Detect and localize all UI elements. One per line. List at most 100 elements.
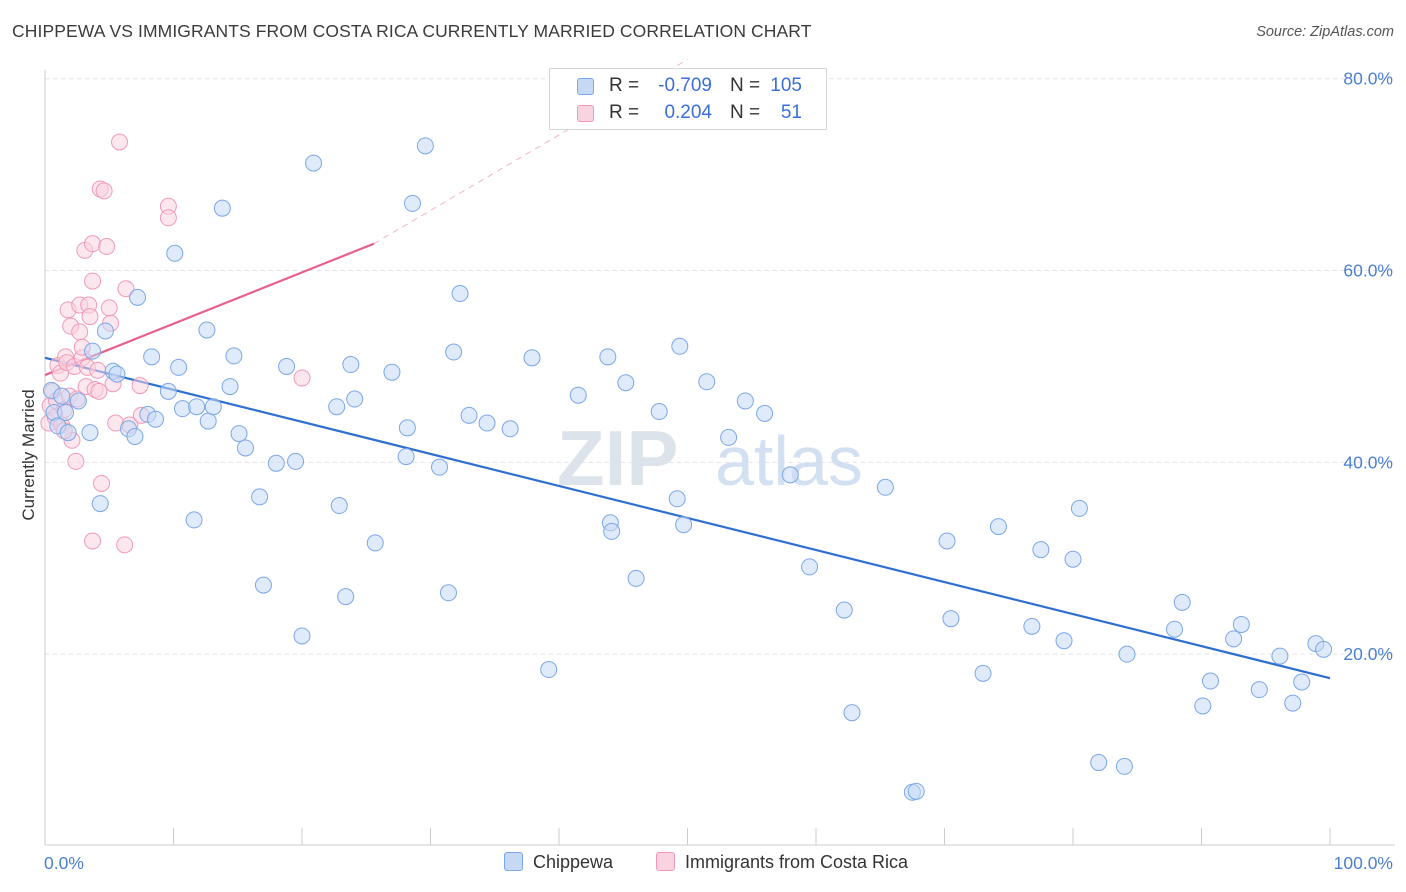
chippewa-point [1284,694,1302,712]
chippewa-point [698,373,716,391]
costa-rica-points [40,133,311,554]
chippewa-point [439,584,457,602]
chippewa-point [69,392,87,410]
chippewa-point [989,518,1007,536]
costa-rica-point [93,474,111,492]
chippewa-point [675,516,693,534]
watermark-atlas: atlas [715,422,863,500]
legend-r-value: 0.204 [664,102,712,123]
x-tick-label: 0.0% [44,853,84,873]
chippewa-point [1166,620,1184,638]
chippewa-point [416,137,434,155]
chippewa-point [59,424,77,442]
chippewa-point [1173,593,1191,611]
chippewa-point [185,511,203,529]
chippewa-point [835,601,853,619]
chippewa-point [166,244,184,262]
legend-swatch-chippewa [577,78,594,95]
chippewa-point [1232,615,1250,633]
chippewa-point [843,704,861,722]
chippewa-points [42,137,1333,801]
y-tick-label: 60.0% [1343,261,1393,281]
chippewa-point [199,412,217,430]
chippewa-point [267,454,285,472]
bottom-legend-swatch-chippewa [504,852,523,871]
chippewa-point [126,427,144,445]
chippewa-point [159,382,177,400]
chippewa-point [81,424,99,442]
costa-rica-point [67,452,85,470]
costa-rica-point [159,209,177,227]
chippewa-point [398,419,416,437]
chippewa-point [383,363,401,381]
chippewa-point [1194,697,1212,715]
chippewa-point [801,558,819,576]
chippewa-point [84,342,102,360]
costa-rica-point [89,361,107,379]
chippewa-point [143,348,161,366]
chippewa-point [599,348,617,366]
chippewa-point [569,386,587,404]
chippewa-point [430,458,448,476]
bottom-legend-costa-rica: Immigrants from Costa Rica [656,852,908,873]
chippewa-point [720,428,738,446]
chippewa-point [225,347,243,365]
costa-rica-point [95,182,113,200]
chippewa-point [91,495,109,513]
chippewa-point [603,522,621,540]
chippewa-point [96,322,114,340]
chippewa-point [1250,681,1268,699]
chippewa-point [188,398,206,416]
chippewa-point [204,398,222,416]
chippewa-point [1023,617,1041,635]
bottom-legend-chippewa: Chippewa [504,852,613,873]
chippewa-point [1225,630,1243,648]
legend-n-value: 51 [780,102,802,123]
costa-rica-point [111,133,129,151]
chart-title: CHIPPEWA VS IMMIGRANTS FROM COSTA RICA C… [12,21,812,41]
axes [44,70,1395,846]
chippewa-point [938,532,956,550]
chippewa-point [330,497,348,515]
y-axis-title: Currently Married [19,389,38,520]
chippewa-point [540,661,558,679]
chippewa-point [523,349,541,367]
legend-n-label: N = [730,75,761,96]
chippewa-point [342,356,360,374]
chippewa-point [445,343,463,361]
chippewa-point [366,534,384,552]
chippewa-point [287,452,305,470]
costa-rica-point [131,377,149,395]
chippewa-point [1064,550,1082,568]
chippewa-point [974,664,992,682]
chippewa-point [328,398,346,416]
legend-row-costa-rica: R = 0.204 N = 51 [550,100,828,128]
costa-rica-point [116,536,134,554]
costa-rica-point [81,308,99,326]
chippewa-point [57,403,75,421]
chippewa-point [1070,499,1088,517]
chippewa-point [251,488,269,506]
chippewa-point [337,588,355,606]
chippewa-point [460,406,478,424]
costa-rica-point [90,382,108,400]
chippewa-point [756,404,774,422]
gridlines [45,78,1395,655]
chippewa-point [221,378,239,396]
costa-rica-point [71,323,89,341]
costa-rica-point [84,235,102,253]
chippewa-point [170,358,188,376]
chippewa-point [1271,647,1289,665]
chippewa-point [907,782,925,800]
trend-lines [44,59,1331,680]
chippewa-point [736,392,754,410]
source-credit: Source: ZipAtlas.com [1256,24,1394,40]
chippewa-point [668,490,686,508]
chippewa-point [230,425,248,443]
chippewa-point [1090,754,1108,772]
legend-n-label: N = [730,102,761,123]
y-tick-label: 80.0% [1343,69,1393,89]
chippewa-point [617,374,635,392]
legend-r-value: -0.709 [658,75,712,96]
